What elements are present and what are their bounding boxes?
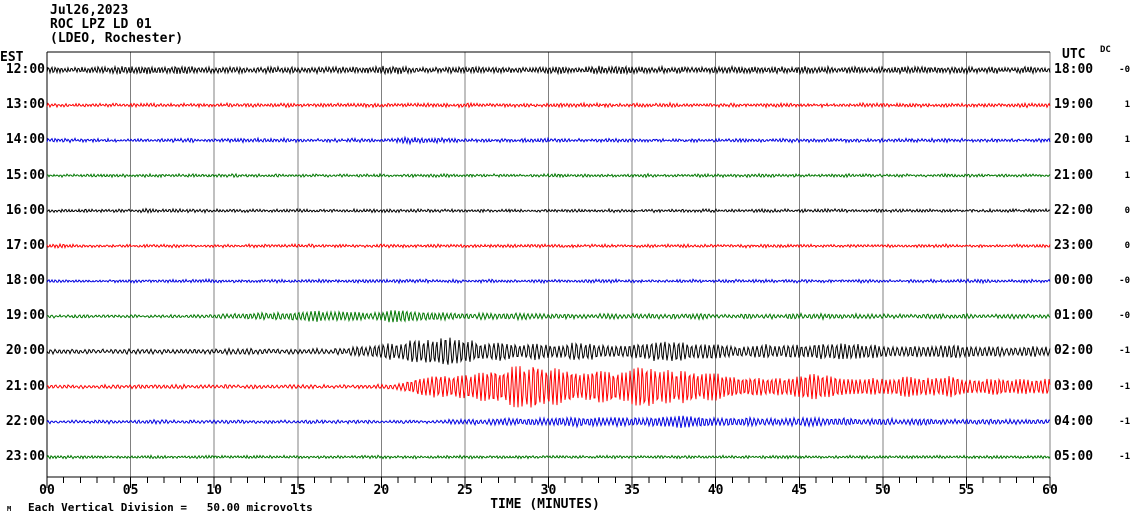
est-label-22:00: 22:00	[5, 413, 45, 429]
x-tick-label-60: 60	[1042, 483, 1058, 498]
x-tick-label-20: 20	[373, 483, 390, 498]
est-label-17:00: 17:00	[5, 237, 45, 253]
x-tick-label-15: 15	[289, 483, 306, 498]
utc-label-02:00: 02:00	[1054, 343, 1094, 359]
est-label-15:00: 15:00	[5, 167, 45, 183]
scale-note: Each Vertical Division = 50.00 microvolt…	[28, 501, 313, 514]
est-label-19:00: 19:00	[5, 308, 45, 324]
est-label-23:00: 23:00	[5, 449, 45, 464]
header-location: (LDEO, Rochester)	[50, 31, 184, 46]
dc-value-22:00: 0	[1124, 205, 1130, 216]
utc-label-23:00: 23:00	[1054, 237, 1094, 253]
dc-value-04:00: -1	[1119, 416, 1130, 427]
trace-row-20:00	[46, 337, 1051, 365]
utc-label-19:00: 19:00	[1054, 97, 1094, 113]
x-tick-label-05: 05	[122, 483, 139, 498]
utc-label-20:00: 20:00	[1054, 132, 1094, 148]
utc-label-00:00: 00:00	[1054, 273, 1094, 289]
utc-label-01:00: 01:00	[1054, 308, 1094, 324]
est-label-12:00: 12:00	[5, 62, 45, 77]
utc-label-04:00: 04:00	[1054, 413, 1094, 429]
est-label-21:00: 21:00	[5, 378, 45, 394]
dc-value-19:00: 1	[1124, 100, 1130, 111]
trace-row-18:00	[46, 277, 1051, 285]
x-axis-title: TIME (MINUTES)	[490, 497, 600, 512]
dc-value-21:00: 1	[1124, 170, 1130, 181]
est-label-16:00: 16:00	[5, 202, 45, 218]
trace-row-23:00	[46, 454, 1051, 460]
x-tick-label-25: 25	[457, 483, 473, 498]
trace-row-21:00	[46, 366, 1051, 408]
x-tick-label-00: 00	[39, 483, 55, 498]
est-label-13:00: 13:00	[5, 97, 45, 113]
x-tick-label-55: 55	[958, 483, 975, 498]
dc-value-02:00: -1	[1119, 346, 1130, 357]
utc-label-22:00: 22:00	[1054, 202, 1094, 218]
header-station: ROC LPZ LD 01	[50, 17, 152, 32]
right-axis-header: UTC	[1062, 47, 1086, 62]
dc-value-18:00: -0	[1119, 65, 1130, 75]
dc-value-20:00: 1	[1124, 135, 1130, 146]
trace-row-13:00	[46, 101, 1051, 109]
trace-row-12:00	[46, 64, 1051, 76]
x-tick-label-35: 35	[624, 483, 640, 498]
x-tick-label-50: 50	[875, 483, 891, 498]
utc-label-05:00: 05:00	[1054, 449, 1094, 464]
dc-column-header: DC	[1100, 45, 1111, 55]
x-tick-label-40: 40	[707, 483, 724, 498]
trace-row-15:00	[46, 172, 1051, 179]
x-tick-label-10: 10	[206, 483, 222, 498]
dc-value-23:00: 0	[1124, 240, 1130, 251]
trace-row-22:00	[46, 415, 1051, 429]
est-label-14:00: 14:00	[5, 132, 45, 148]
x-tick-label-45: 45	[791, 483, 808, 498]
trace-row-19:00	[46, 309, 1051, 323]
est-label-20:00: 20:00	[5, 343, 45, 359]
x-tick-label-30: 30	[540, 483, 557, 498]
utc-label-21:00: 21:00	[1054, 167, 1094, 183]
header-date: Jul26,2023	[50, 3, 129, 18]
corner-mark: M	[7, 505, 12, 513]
dc-value-00:00: -0	[1119, 276, 1130, 287]
dc-value-01:00: -0	[1119, 311, 1130, 322]
left-axis-header: EST	[0, 50, 24, 65]
dc-value-03:00: -1	[1119, 381, 1130, 392]
trace-row-16:00	[46, 207, 1051, 214]
est-label-18:00: 18:00	[5, 273, 45, 289]
utc-label-18:00: 18:00	[1054, 62, 1094, 77]
utc-label-03:00: 03:00	[1054, 378, 1094, 394]
trace-row-14:00	[46, 135, 1051, 146]
trace-row-17:00	[46, 242, 1051, 250]
dc-value-05:00: -1	[1119, 452, 1130, 462]
